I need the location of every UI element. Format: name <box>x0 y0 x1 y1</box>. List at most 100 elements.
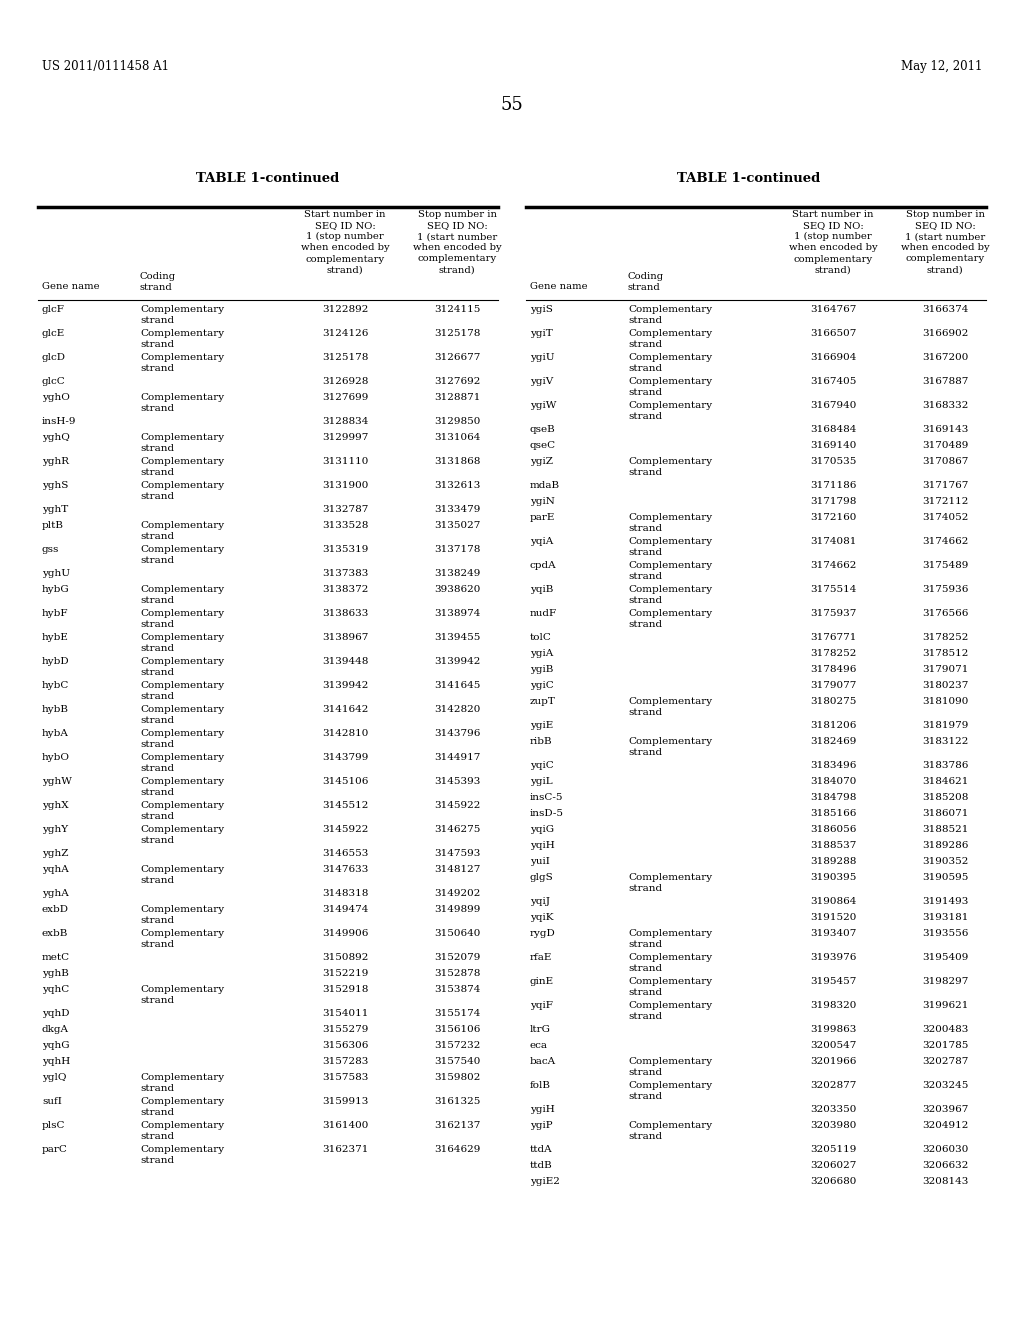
Text: ygiS: ygiS <box>530 305 553 314</box>
Text: 3166902: 3166902 <box>922 329 968 338</box>
Text: 3131900: 3131900 <box>322 480 369 490</box>
Text: 3137383: 3137383 <box>322 569 369 578</box>
Text: 3145393: 3145393 <box>434 777 480 785</box>
Text: strand: strand <box>628 1012 663 1020</box>
Text: 3152219: 3152219 <box>322 969 369 978</box>
Text: 3128834: 3128834 <box>322 417 369 426</box>
Text: Complementary: Complementary <box>140 305 224 314</box>
Text: 3174081: 3174081 <box>810 537 856 546</box>
Text: 3152878: 3152878 <box>434 969 480 978</box>
Text: yghO: yghO <box>42 393 70 403</box>
Text: strand: strand <box>140 556 174 565</box>
Text: ygiB: ygiB <box>530 665 553 675</box>
Text: Complementary: Complementary <box>140 657 224 667</box>
Text: strand: strand <box>140 1133 174 1140</box>
Text: 3189286: 3189286 <box>922 841 968 850</box>
Text: 3200547: 3200547 <box>810 1041 856 1049</box>
Text: 3182469: 3182469 <box>810 737 856 746</box>
Text: Complementary: Complementary <box>140 433 224 442</box>
Text: 3190352: 3190352 <box>922 857 968 866</box>
Text: strand: strand <box>140 492 174 502</box>
Text: strand: strand <box>628 548 663 557</box>
Text: 3138974: 3138974 <box>434 609 480 618</box>
Text: TABLE 1-continued: TABLE 1-continued <box>677 172 820 185</box>
Text: strand: strand <box>140 315 174 325</box>
Text: 3129850: 3129850 <box>434 417 480 426</box>
Text: 3153874: 3153874 <box>434 985 480 994</box>
Text: 3175514: 3175514 <box>810 585 856 594</box>
Text: Complementary: Complementary <box>140 609 224 618</box>
Text: 3171767: 3171767 <box>922 480 968 490</box>
Text: 3141645: 3141645 <box>434 681 480 690</box>
Text: 3145922: 3145922 <box>322 825 369 834</box>
Text: 3172160: 3172160 <box>810 513 856 521</box>
Text: yqiG: yqiG <box>530 825 554 834</box>
Text: 3142820: 3142820 <box>434 705 480 714</box>
Text: 3147633: 3147633 <box>322 865 369 874</box>
Text: 3152918: 3152918 <box>322 985 369 994</box>
Text: yghZ: yghZ <box>42 849 69 858</box>
Text: 3184798: 3184798 <box>810 793 856 803</box>
Text: Complementary: Complementary <box>140 777 224 785</box>
Text: 3133528: 3133528 <box>322 521 369 531</box>
Text: sufI: sufI <box>42 1097 61 1106</box>
Text: ygiW: ygiW <box>530 401 556 411</box>
Text: 3146275: 3146275 <box>434 825 480 834</box>
Text: 3195409: 3195409 <box>922 953 968 962</box>
Text: glcE: glcE <box>42 329 66 338</box>
Text: Complementary: Complementary <box>140 906 224 913</box>
Text: US 2011/0111458 A1: US 2011/0111458 A1 <box>42 59 169 73</box>
Text: strand: strand <box>140 876 174 884</box>
Text: 3202877: 3202877 <box>810 1081 856 1090</box>
Text: Gene name: Gene name <box>42 282 99 290</box>
Text: 3137178: 3137178 <box>434 545 480 554</box>
Text: strand: strand <box>140 741 174 748</box>
Text: 3162371: 3162371 <box>322 1144 369 1154</box>
Text: Complementary: Complementary <box>628 873 712 882</box>
Text: qseC: qseC <box>530 441 556 450</box>
Text: 3174052: 3174052 <box>922 513 968 521</box>
Text: Complementary: Complementary <box>628 1057 712 1067</box>
Text: 3149474: 3149474 <box>322 906 369 913</box>
Text: 3138372: 3138372 <box>322 585 369 594</box>
Text: 3159913: 3159913 <box>322 1097 369 1106</box>
Text: 3152079: 3152079 <box>434 953 480 962</box>
Text: 3178252: 3178252 <box>922 634 968 642</box>
Text: 55: 55 <box>501 96 523 114</box>
Text: strand: strand <box>628 748 663 756</box>
Text: Complementary: Complementary <box>140 634 224 642</box>
Text: 3147593: 3147593 <box>434 849 480 858</box>
Text: strand: strand <box>140 836 174 845</box>
Text: Complementary: Complementary <box>628 513 712 521</box>
Text: Stop number in
SEQ ID NO:
1 (start number
when encoded by
complementary
strand): Stop number in SEQ ID NO: 1 (start numbe… <box>901 210 989 275</box>
Text: yghX: yghX <box>42 801 69 810</box>
Text: 3183786: 3183786 <box>922 762 968 770</box>
Text: 3167200: 3167200 <box>922 352 968 362</box>
Text: 3169140: 3169140 <box>810 441 856 450</box>
Text: ygiN: ygiN <box>530 498 555 506</box>
Text: exbD: exbD <box>42 906 69 913</box>
Text: 3180275: 3180275 <box>810 697 856 706</box>
Text: 3149906: 3149906 <box>322 929 369 939</box>
Text: Coding
strand: Coding strand <box>140 272 176 292</box>
Text: strand: strand <box>628 884 663 894</box>
Text: 3145512: 3145512 <box>322 801 369 810</box>
Text: 3938620: 3938620 <box>434 585 480 594</box>
Text: 3183496: 3183496 <box>810 762 856 770</box>
Text: yghR: yghR <box>42 457 69 466</box>
Text: 3186056: 3186056 <box>810 825 856 834</box>
Text: 3127699: 3127699 <box>322 393 369 403</box>
Text: May 12, 2011: May 12, 2011 <box>901 59 982 73</box>
Text: yghA: yghA <box>42 888 69 898</box>
Text: 3201785: 3201785 <box>922 1041 968 1049</box>
Text: gss: gss <box>42 545 59 554</box>
Text: 3179071: 3179071 <box>922 665 968 675</box>
Text: 3162137: 3162137 <box>434 1121 480 1130</box>
Text: 3150640: 3150640 <box>434 929 480 939</box>
Text: Complementary: Complementary <box>628 929 712 939</box>
Text: nudF: nudF <box>530 609 557 618</box>
Text: 3139942: 3139942 <box>434 657 480 667</box>
Text: strand: strand <box>140 1107 174 1117</box>
Text: strand: strand <box>628 1092 663 1101</box>
Text: 3139455: 3139455 <box>434 634 480 642</box>
